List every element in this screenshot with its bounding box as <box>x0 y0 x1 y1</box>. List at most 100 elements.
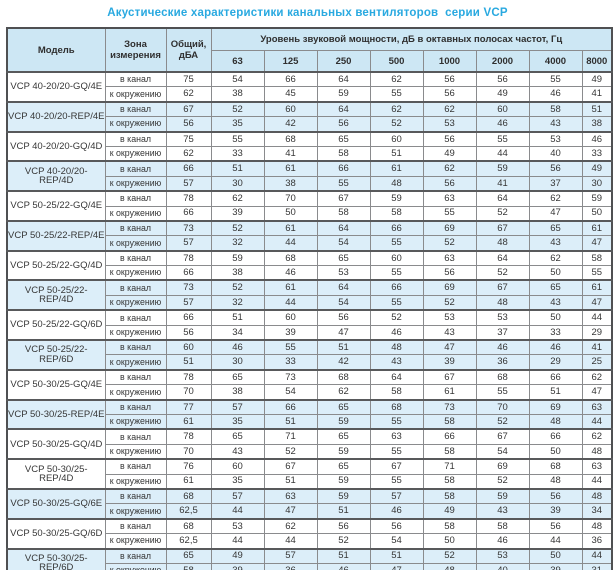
freq-header-250: 250 <box>316 50 371 73</box>
level-cell: 55 <box>528 71 583 88</box>
level-cell: 53 <box>475 547 530 564</box>
column-header-zone: Зона измерения <box>104 27 167 73</box>
level-cell: 55 <box>475 130 530 147</box>
level-cell: 48 <box>581 443 613 460</box>
level-cell: 65 <box>528 219 583 237</box>
level-cell: 44 <box>263 533 318 549</box>
level-cell: 54 <box>316 235 371 252</box>
level-cell: 62 <box>263 517 318 535</box>
model-cell: VCP 50-30/25-REP/4E <box>6 398 106 430</box>
level-cell: 48 <box>581 487 613 505</box>
level-cell: 62 <box>581 368 613 386</box>
level-cell: 64 <box>316 100 371 118</box>
level-cell: 43 <box>528 235 583 252</box>
level-cell: 66 <box>422 428 477 445</box>
level-cell: 59 <box>316 473 371 490</box>
level-cell: 68 <box>528 458 583 475</box>
total-dba-cell: 57 <box>165 175 212 192</box>
level-cell: 58 <box>369 384 424 401</box>
level-cell: 49 <box>581 160 613 177</box>
model-cell: VCP 40-20/20-REP/4E <box>6 100 106 133</box>
column-header-model: Модель <box>6 27 106 73</box>
level-cell: 59 <box>210 249 265 267</box>
table-row: VCP 40-20/20-GQ/4E в канал 75 54 66 64 62 56 56 5… <box>6 71 613 103</box>
model-cell: VCP 50-30/25-GQ/4E <box>6 368 106 401</box>
table-row: VCP 50-30/25-REP/4E в канал 77 57 66 65 68 73 70… <box>6 398 613 430</box>
total-dba-cell: 75 <box>165 71 212 88</box>
level-cell: 60 <box>369 130 424 147</box>
total-dba-cell: 76 <box>165 458 212 475</box>
level-cell: 50 <box>581 205 613 222</box>
total-dba-cell: 57 <box>165 235 212 252</box>
level-cell: 35 <box>210 413 265 430</box>
total-dba-cell: 61 <box>165 473 212 490</box>
table-row: VCP 40-20/20-REP/4D в канал 66 51 61 66 61 62 59… <box>6 160 613 192</box>
table-row: VCP 50-25/22-REP/4E в канал 73 52 61 64 66 69 67… <box>6 219 613 252</box>
level-cell: 55 <box>316 175 371 192</box>
level-cell: 34 <box>581 503 613 520</box>
level-cell: 55 <box>369 235 424 252</box>
level-cell: 59 <box>369 190 424 207</box>
level-cell: 56 <box>422 175 477 192</box>
level-cell: 56 <box>528 160 583 177</box>
level-cell: 55 <box>422 205 477 222</box>
level-cell: 67 <box>475 428 530 445</box>
level-cell: 29 <box>581 324 613 341</box>
table-row: VCP 50-30/25-REP/4D в канал 76 60 67 65 67 71 69… <box>6 458 613 490</box>
level-cell: 56 <box>475 71 530 88</box>
level-cell: 38 <box>210 384 265 401</box>
total-dba-cell: 78 <box>165 249 212 267</box>
zone-cell: в канал <box>104 458 167 475</box>
level-cell: 46 <box>581 130 613 147</box>
level-cell: 56 <box>316 309 371 326</box>
level-cell: 62 <box>369 100 424 118</box>
zone-cell: в канал <box>104 71 167 88</box>
level-cell: 60 <box>369 249 424 267</box>
level-cell: 44 <box>581 473 613 490</box>
level-cell: 56 <box>422 71 477 88</box>
level-cell: 56 <box>528 517 583 535</box>
level-cell: 39 <box>263 324 318 341</box>
total-dba-cell: 78 <box>165 368 212 386</box>
level-cell: 52 <box>475 413 530 430</box>
level-cell: 44 <box>210 533 265 549</box>
zone-cell: к окружению <box>104 205 167 222</box>
table-row: VCP 50-30/25-GQ/4D в канал 78 65 71 65 63 66 67 6… <box>6 428 613 460</box>
level-cell: 70 <box>263 190 318 207</box>
level-cell: 65 <box>528 279 583 296</box>
level-cell: 66 <box>263 398 318 415</box>
level-cell: 47 <box>581 294 613 311</box>
total-dba-cell: 62,5 <box>165 533 212 549</box>
level-cell: 50 <box>528 547 583 564</box>
level-cell: 65 <box>316 458 371 475</box>
zone-cell: к окружению <box>104 473 167 490</box>
level-cell: 39 <box>210 562 265 570</box>
table-row: к окружению 51 30 33 42 43 39 36 29 25 <box>7 354 613 371</box>
level-cell: 57 <box>210 487 265 505</box>
zone-cell: в канал <box>104 160 167 177</box>
level-cell: 55 <box>369 413 424 430</box>
level-cell: 47 <box>422 339 477 356</box>
level-cell: 32 <box>210 294 265 311</box>
table-row: VCP 50-25/22-REP/4D в канал 73 52 61 64 66 69 67… <box>6 279 613 311</box>
level-cell: 68 <box>263 130 318 147</box>
level-cell: 33 <box>581 145 613 162</box>
table-header: Модель Зона измерения Общий, дБА Уровень… <box>6 27 613 73</box>
total-dba-cell: 62 <box>165 86 212 103</box>
level-cell: 52 <box>422 294 477 311</box>
level-cell: 60 <box>210 458 265 475</box>
zone-cell: к окружению <box>104 175 167 192</box>
table-row: к окружению583936464748403931 <box>7 562 613 570</box>
level-cell: 46 <box>263 265 318 281</box>
table-row: VCP 50-25/22-GQ/4E в канал 78 62 70 67 59 63 64 6… <box>6 190 613 222</box>
level-cell: 44 <box>263 294 318 311</box>
level-cell: 55 <box>369 443 424 460</box>
level-cell: 51 <box>210 160 265 177</box>
zone-cell: к окружению <box>104 443 167 460</box>
model-cell: VCP 50-30/25-GQ/6E <box>6 487 106 520</box>
level-cell: 46 <box>475 339 530 356</box>
level-cell: 69 <box>528 398 583 415</box>
level-cell: 40 <box>528 145 583 162</box>
zone-cell: к окружению <box>104 324 167 341</box>
zone-cell: в канал <box>104 339 167 356</box>
